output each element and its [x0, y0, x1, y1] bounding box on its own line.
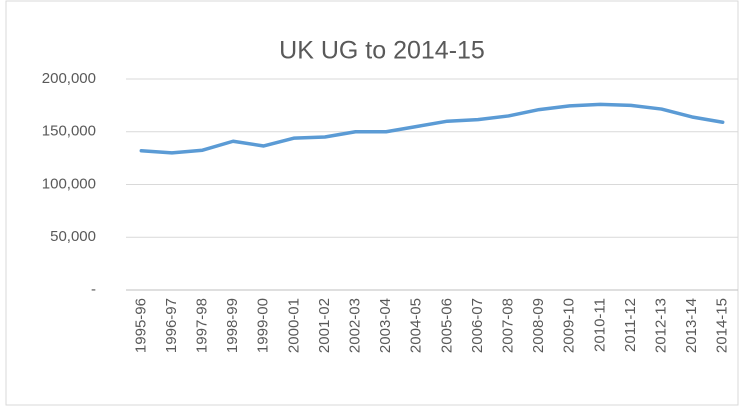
x-tick-label: 2012-13 [652, 298, 669, 353]
x-tick-label: 2014-15 [714, 298, 731, 353]
x-tick-label: 1997-98 [193, 298, 210, 353]
x-tick-label: 2002-03 [346, 298, 363, 353]
y-tick-label: - [91, 281, 96, 298]
x-tick-label: 2009-10 [561, 298, 578, 353]
x-tick-label: 1995-96 [132, 298, 149, 353]
x-tick-label: 2004-05 [408, 298, 425, 353]
x-tick-label: 2000-01 [285, 298, 302, 353]
data-line [139, 102, 725, 155]
x-tick-label: 2008-09 [530, 298, 547, 353]
x-tick-label: 2010-11 [591, 298, 608, 352]
x-tick-label: 2001-02 [316, 298, 333, 353]
x-tick-label: 1996-97 [163, 298, 180, 353]
x-tick-label: 2003-04 [377, 298, 394, 353]
x-tick-label: 1998-99 [224, 298, 241, 353]
y-tick-label: 150,000 [42, 123, 96, 140]
x-tick-label: 2005-06 [438, 298, 455, 353]
x-tick-label: 2006-07 [469, 298, 486, 353]
x-tick-label: 2011-12 [622, 298, 639, 352]
chart-border [5, 0, 739, 406]
y-tick-label: 200,000 [42, 70, 96, 87]
x-tick-label: 2007-08 [499, 298, 516, 353]
y-tick-label: 50,000 [50, 228, 96, 245]
x-tick-label: 2013-14 [683, 298, 700, 353]
y-tick-label: 100,000 [42, 175, 96, 192]
chart-title: UK UG to 2014-15 [279, 37, 485, 65]
x-tick-label: 1999-00 [255, 298, 272, 353]
